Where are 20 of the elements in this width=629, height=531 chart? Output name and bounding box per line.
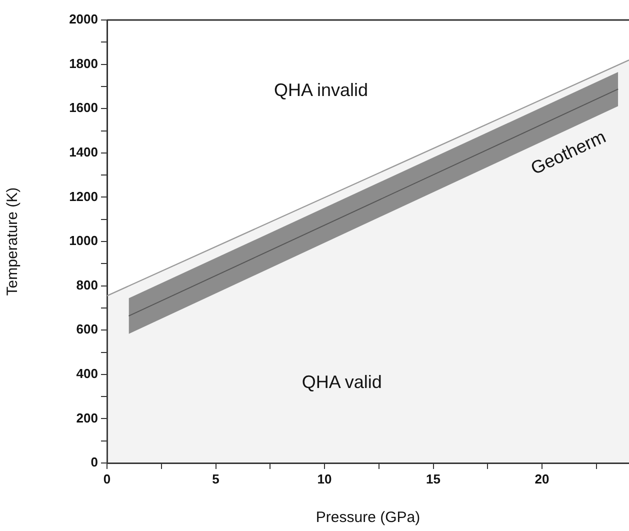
y-tick-label: 2000 <box>69 12 98 27</box>
y-tick-label: 1800 <box>69 56 98 71</box>
y-tick-label: 0 <box>90 454 98 470</box>
y-tick-label: 1600 <box>69 100 98 116</box>
y-tick-label: 1400 <box>69 144 98 160</box>
annotation: QHA valid <box>302 372 382 392</box>
y-tick-label: 1000 <box>69 233 98 248</box>
x-tick-label: 10 <box>317 471 332 486</box>
annotation: QHA invalid <box>274 80 368 100</box>
y-tick-label: 1200 <box>69 188 98 204</box>
y-tick-label: 400 <box>76 366 98 381</box>
y-axis-title: Temperature (K) <box>4 187 22 296</box>
y-tick-label: 200 <box>76 410 98 426</box>
y-tick-label: 600 <box>76 322 98 337</box>
x-axis-title: Pressure (GPa) <box>316 509 420 526</box>
y-tick-label: 800 <box>76 277 98 292</box>
x-tick-label: 0 <box>103 471 111 486</box>
x-tick-label: 15 <box>426 471 440 486</box>
x-tick-label: 5 <box>212 471 220 486</box>
x-tick-label: 20 <box>534 471 550 486</box>
